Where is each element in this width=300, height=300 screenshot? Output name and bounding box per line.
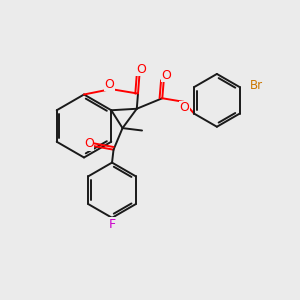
Text: Br: Br <box>250 79 263 92</box>
Text: O: O <box>105 77 114 91</box>
Text: O: O <box>161 69 171 82</box>
Text: O: O <box>136 62 146 76</box>
Text: O: O <box>84 137 94 150</box>
Text: O: O <box>179 101 189 114</box>
Text: F: F <box>109 218 116 231</box>
